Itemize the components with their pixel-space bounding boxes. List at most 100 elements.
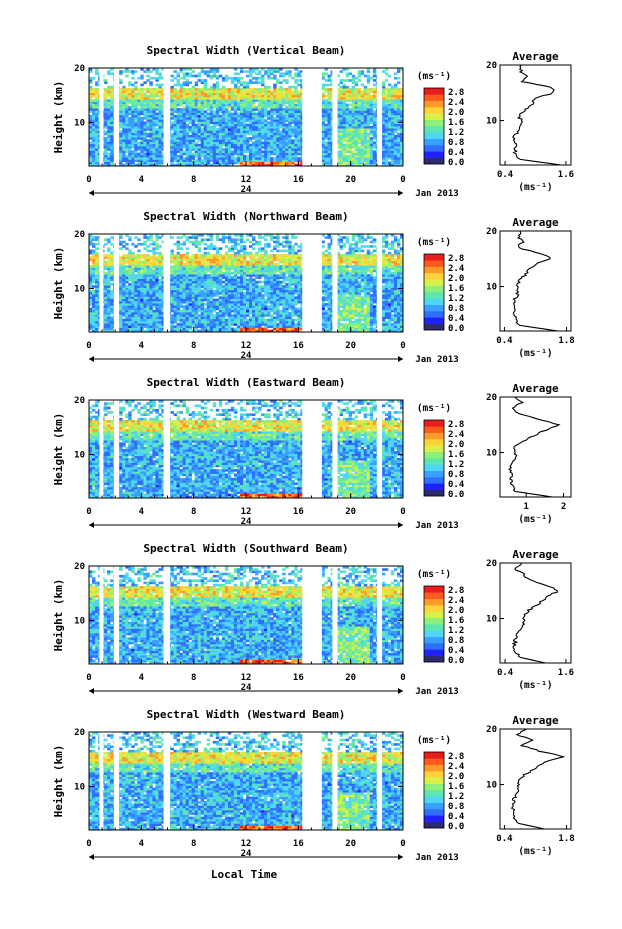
heatmap-cell	[294, 114, 298, 118]
heatmap-cell	[387, 105, 392, 109]
heatmap-cell	[264, 70, 268, 73]
heatmap-cell	[267, 88, 271, 91]
heatmap-cell	[173, 94, 177, 98]
heatmap-cell	[258, 132, 262, 136]
heatmap-cell	[273, 112, 277, 116]
heatmap-cell	[342, 105, 347, 109]
heatmap-cell	[191, 152, 196, 156]
heatmap-cell	[336, 154, 340, 158]
heatmap-cell	[110, 161, 114, 165]
heatmap-cell	[399, 159, 404, 162]
heatmap-cell	[128, 134, 132, 138]
heatmap-cell	[107, 125, 111, 129]
heatmap-cell	[89, 88, 93, 91]
heatmap-cell	[131, 128, 135, 131]
heatmap-cell	[357, 150, 362, 154]
heatmap-cell	[233, 128, 238, 131]
heatmap-cell	[224, 121, 229, 125]
heatmap-cell	[372, 128, 377, 131]
heatmap-cell	[330, 145, 334, 149]
heatmap-cell	[227, 137, 232, 140]
heatmap-cell	[360, 83, 365, 87]
heatmap-cell	[261, 105, 265, 109]
heatmap-cell	[258, 163, 262, 167]
heatmap-cell	[125, 103, 129, 107]
heatmap-cell	[282, 92, 286, 96]
heatmap-cell	[369, 157, 374, 160]
heatmap-cell	[152, 68, 156, 71]
heatmap-cell	[357, 154, 362, 158]
heatmap-cell	[212, 132, 217, 136]
heatmap-cell	[122, 154, 126, 158]
heatmap-cell	[363, 85, 368, 89]
heatmap-cell	[143, 154, 147, 158]
heatmap-cell	[242, 148, 247, 151]
heatmap-cell	[104, 132, 108, 136]
heatmap-cell	[215, 121, 220, 125]
heatmap-cell	[381, 161, 386, 165]
heatmap-cell	[128, 70, 132, 73]
heatmap-cell	[110, 154, 114, 158]
heatmap-cell	[282, 74, 286, 78]
heatmap-cell	[182, 76, 187, 80]
heatmap-cell	[185, 74, 190, 78]
heatmap-cell	[92, 163, 96, 167]
heatmap-cell	[206, 92, 211, 96]
heatmap-cell	[357, 99, 362, 102]
heatmap-cell	[206, 128, 211, 131]
heatmap-cell	[128, 110, 132, 113]
heatmap-cell	[197, 88, 202, 91]
heatmap-cell	[155, 159, 159, 162]
colorbar-tick-label: 2.0	[448, 108, 464, 118]
heatmap-cell	[270, 92, 274, 96]
heatmap-cell	[264, 139, 268, 142]
heatmap-cell	[209, 141, 214, 145]
heatmap-cell	[294, 137, 298, 140]
heatmap-cell	[185, 110, 190, 113]
heatmap-cell	[185, 145, 190, 149]
heatmap-cell	[399, 128, 404, 131]
heatmap-cell	[345, 137, 350, 140]
heatmap-cell	[128, 99, 132, 102]
heatmap-cell	[360, 94, 365, 98]
heatmap-cell	[218, 163, 223, 167]
heatmap-cell	[149, 125, 153, 129]
heatmap-cell	[294, 101, 298, 105]
heatmap-cell	[396, 163, 401, 167]
heatmap-cell	[261, 329, 265, 333]
heatmap-cell	[95, 121, 99, 125]
heatmap-cell	[128, 121, 132, 125]
heatmap-cell	[119, 161, 123, 165]
heatmap-cell	[185, 161, 190, 165]
heatmap-cell	[104, 130, 108, 133]
heatmap-cell	[282, 117, 286, 120]
heatmap-cell	[279, 105, 283, 109]
heatmap-cell	[354, 103, 359, 107]
heatmap-cell	[393, 134, 398, 138]
heatmap-cell	[218, 139, 223, 142]
heatmap-cell	[288, 145, 292, 149]
heatmap-cell	[342, 114, 347, 118]
heatmap-cell	[357, 161, 362, 165]
heatmap-cell	[227, 101, 232, 105]
heatmap-cell	[161, 83, 165, 87]
heatmap-cell	[396, 159, 401, 162]
heatmap-cell	[149, 103, 153, 107]
heatmap-cell	[327, 152, 331, 156]
heatmap-cell	[381, 159, 386, 162]
heatmap-cell	[170, 139, 174, 142]
heatmap-cell	[197, 145, 202, 149]
colorbar-segment	[424, 107, 444, 114]
heatmap-cell	[264, 101, 268, 105]
heatmap-cell	[119, 94, 123, 98]
heatmap-cell	[152, 110, 156, 113]
heatmap-cell	[242, 132, 247, 136]
heatmap-cell	[149, 143, 153, 147]
heatmap-cell	[348, 96, 353, 100]
heatmap-cell	[363, 130, 368, 133]
heatmap-cell	[255, 88, 259, 91]
heatmap-cell	[218, 121, 223, 125]
heatmap-cell	[182, 108, 187, 111]
heatmap-cell	[351, 132, 356, 136]
heatmap-cell	[185, 125, 190, 129]
